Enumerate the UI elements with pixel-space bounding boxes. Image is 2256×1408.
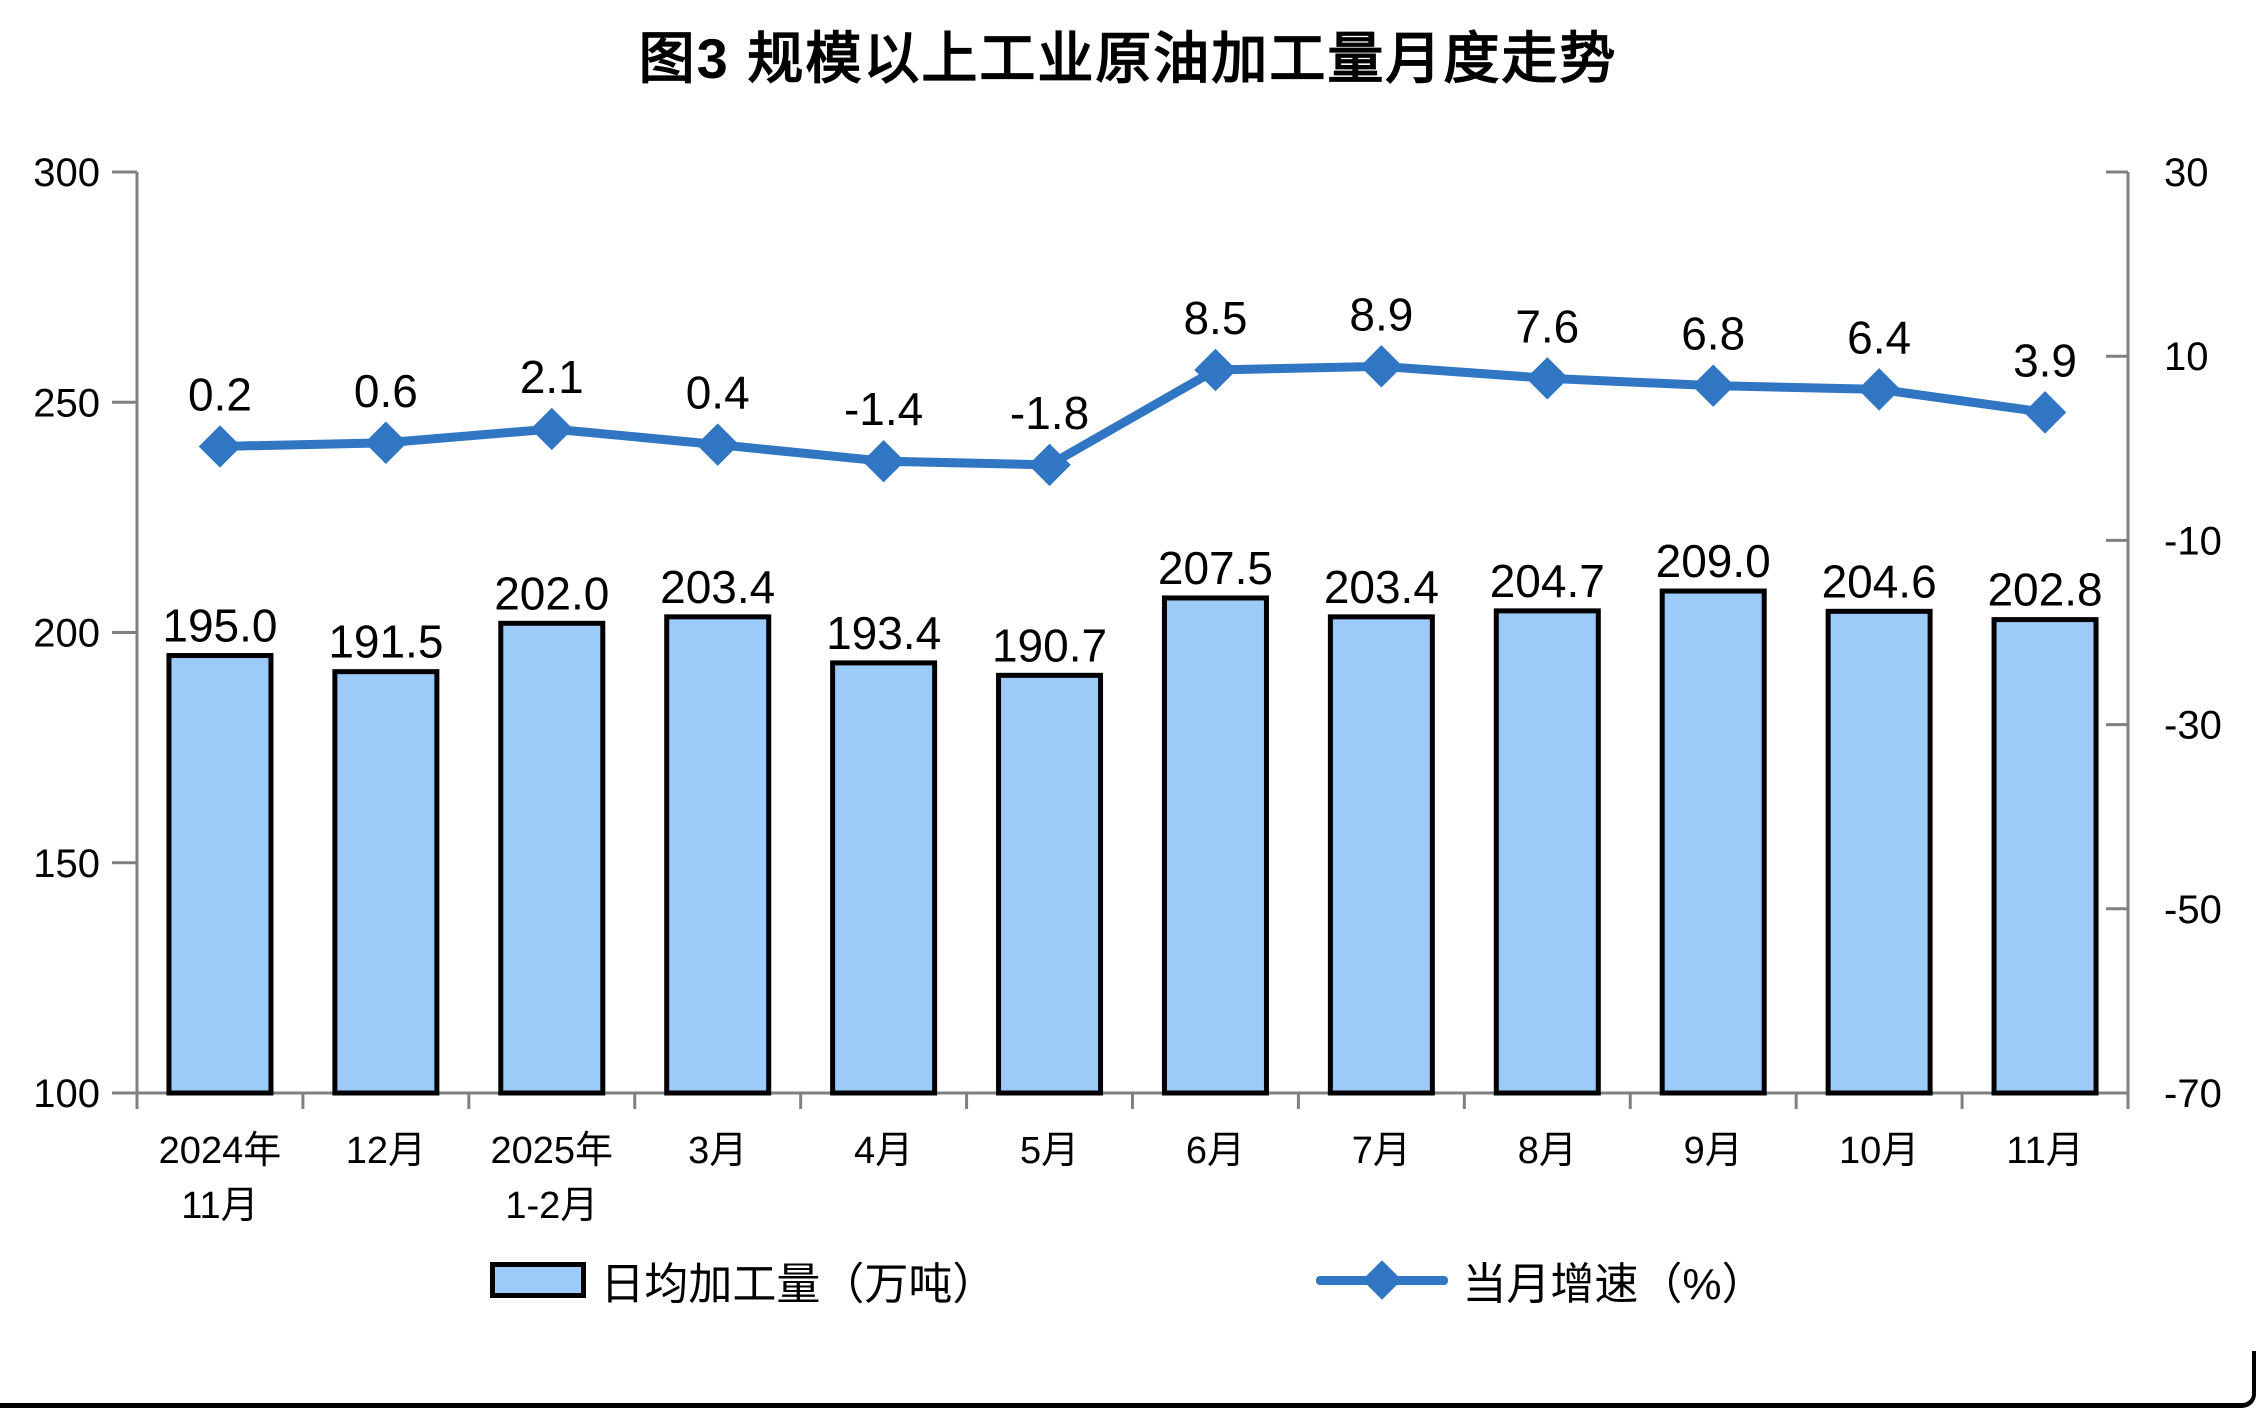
card-bottom-border — [0, 1351, 2256, 1408]
bar — [996, 672, 1104, 1096]
svg-text:12月: 12月 — [346, 1130, 426, 1172]
svg-text:7月: 7月 — [1352, 1130, 1411, 1172]
svg-text:2.1: 2.1 — [520, 351, 584, 403]
svg-text:-50: -50 — [2164, 888, 2222, 932]
svg-text:204.6: 204.6 — [1822, 555, 1937, 607]
diamond-marker — [1194, 348, 1237, 392]
svg-text:9月: 9月 — [1684, 1130, 1743, 1172]
line-data-labels: 0.2 0.6 2.1 0.4 -1.4 -1.8 8.5 8.9 7.6 6.8 6.4 3.9 — [188, 288, 2077, 439]
svg-text:6.4: 6.4 — [1847, 311, 1911, 363]
diamond-marker — [1857, 368, 1901, 411]
svg-text:204.7: 204.7 — [1490, 555, 1605, 607]
bar — [830, 660, 938, 1096]
diamond-marker — [364, 421, 408, 464]
bar — [166, 653, 274, 1096]
bar-data-labels: 195.0 191.5 202.0 203.4 193.4 190.7 207.5 203.4… — [162, 535, 2102, 671]
svg-text:4月: 4月 — [854, 1130, 913, 1172]
svg-text:11月: 11月 — [2006, 1130, 2083, 1172]
svg-text:207.5: 207.5 — [1158, 542, 1273, 594]
svg-text:10: 10 — [2164, 335, 2209, 379]
category-axis-labels: 2024年 11月 12月 2025年 1-2月 3月 4月 5月 6月 7月 8月 9月 10月 11月 — [159, 1130, 2084, 1227]
svg-text:10月: 10月 — [1839, 1130, 1919, 1172]
line-series-label: 当月增速（%） — [1462, 1260, 1766, 1309]
svg-text:8.5: 8.5 — [1183, 292, 1247, 344]
svg-text:0.6: 0.6 — [354, 365, 418, 417]
diamond-marker — [696, 423, 739, 466]
svg-text:-70: -70 — [2164, 1072, 2222, 1116]
svg-text:0.2: 0.2 — [188, 368, 252, 420]
axes: 300 250 200 150 100 30 10 -10 -30 -50 -70 — [33, 151, 2222, 1116]
svg-text:202.8: 202.8 — [1987, 564, 2102, 616]
chart-legend: 日均加工量（万吨） 当月增速（%） — [0, 1248, 2256, 1312]
svg-text:300: 300 — [33, 151, 100, 195]
bar — [664, 614, 772, 1096]
bar — [1991, 617, 2099, 1096]
svg-text:30: 30 — [2164, 151, 2209, 195]
svg-text:150: 150 — [33, 842, 100, 886]
bar — [1659, 588, 1767, 1096]
diamond-marker — [530, 407, 574, 451]
svg-text:195.0: 195.0 — [162, 600, 277, 652]
svg-text:190.7: 190.7 — [992, 619, 1107, 671]
svg-text:6月: 6月 — [1186, 1130, 1245, 1172]
svg-text:3.9: 3.9 — [2013, 334, 2077, 386]
svg-text:2024年: 2024年 — [159, 1130, 282, 1172]
svg-text:3月: 3月 — [688, 1130, 747, 1172]
svg-text:-1.8: -1.8 — [1010, 387, 1089, 439]
bar-series — [166, 588, 2099, 1096]
bar-series-swatch-icon — [490, 1262, 587, 1298]
diamond-marker — [1526, 357, 1569, 400]
bar — [332, 669, 440, 1096]
diamond-marker — [198, 425, 242, 468]
bar — [498, 620, 606, 1096]
legend-item-line-series: 当月增速（%） — [1316, 1248, 1766, 1312]
bar — [1327, 614, 1435, 1096]
line-series — [198, 345, 2067, 487]
svg-text:8月: 8月 — [1518, 1130, 1577, 1172]
legend-item-bar-series: 日均加工量（万吨） — [490, 1248, 996, 1312]
svg-text:11月: 11月 — [181, 1185, 258, 1227]
svg-text:1-2月: 1-2月 — [505, 1185, 598, 1227]
svg-text:6.8: 6.8 — [1681, 308, 1745, 360]
svg-text:2025年: 2025年 — [491, 1130, 614, 1172]
bar-series-label: 日均加工量（万吨） — [600, 1260, 997, 1309]
svg-text:-10: -10 — [2164, 519, 2222, 563]
diamond-marker — [1360, 345, 1403, 388]
svg-text:191.5: 191.5 — [328, 616, 443, 668]
svg-text:7.6: 7.6 — [1515, 300, 1579, 352]
diamond-marker — [1691, 364, 1735, 407]
svg-text:209.0: 209.0 — [1656, 535, 1771, 587]
bar — [1161, 595, 1269, 1096]
svg-text:100: 100 — [33, 1072, 100, 1116]
bar — [1493, 608, 1601, 1096]
svg-text:5月: 5月 — [1020, 1130, 1079, 1172]
chart-title: 图3 规模以上工业原油加工量月度走势 — [638, 27, 1618, 90]
svg-text:8.9: 8.9 — [1349, 288, 1413, 340]
diamond-marker — [1028, 443, 1071, 487]
diamond-marker — [2023, 391, 2067, 434]
svg-text:250: 250 — [33, 381, 100, 425]
svg-text:203.4: 203.4 — [1324, 561, 1439, 613]
svg-text:203.4: 203.4 — [660, 561, 775, 613]
svg-text:-30: -30 — [2164, 704, 2222, 748]
svg-text:-1.4: -1.4 — [844, 383, 923, 435]
bar — [1825, 608, 1933, 1096]
svg-text:193.4: 193.4 — [826, 607, 941, 659]
line-series-swatch-icon — [1316, 1260, 1449, 1300]
svg-text:200: 200 — [33, 612, 100, 656]
svg-text:202.0: 202.0 — [494, 567, 609, 619]
diamond-marker — [862, 439, 905, 483]
svg-text:0.4: 0.4 — [686, 367, 750, 419]
